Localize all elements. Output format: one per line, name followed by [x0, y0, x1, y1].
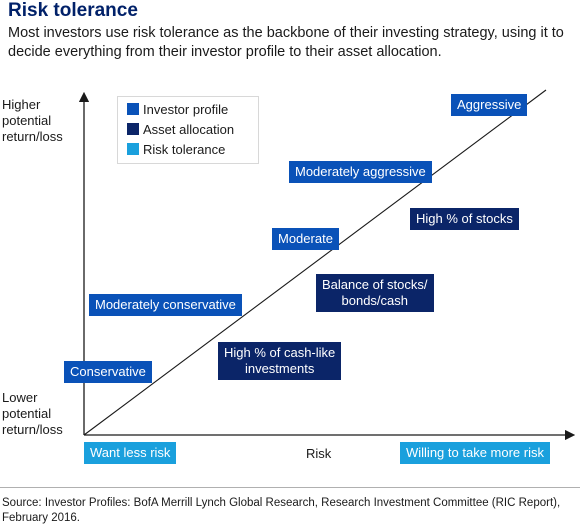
risk-want-less: Want less risk: [84, 442, 177, 464]
profile-aggressive: Aggressive: [451, 94, 528, 116]
allocation-high-stocks: High % of stocks: [410, 208, 519, 230]
profile-moderate: Moderate: [272, 228, 339, 250]
x-axis-label: Risk: [306, 446, 332, 461]
divider: [0, 487, 580, 488]
allocation-balance: Balance of stocks/ bonds/cash: [316, 274, 434, 312]
legend-item-asset-allocation: Asset allocation: [127, 122, 234, 138]
source-note: Source: Investor Profiles: BofA Merrill …: [2, 497, 561, 524]
risk-return-diagonal: [83, 89, 547, 436]
profile-moderately-aggressive: Moderately aggressive: [289, 161, 432, 183]
risk-willing-more: Willing to take more risk: [400, 442, 550, 464]
page-subtitle: Most investors use risk tolerance as the…: [8, 25, 564, 60]
y-axis-top-label: Higher potential return/loss: [2, 97, 63, 144]
profile-moderately-conservative: Moderately conservative: [89, 294, 242, 316]
profile-conservative: Conservative: [64, 361, 152, 383]
allocation-high-cash: High % of cash-like investments: [218, 342, 342, 380]
legend-swatch-investor-profile: [127, 103, 139, 115]
legend-item-investor-profile: Investor profile: [127, 102, 228, 118]
y-axis-bottom-label: Lower potential return/loss: [2, 390, 63, 437]
legend: Investor profile Asset allocation Risk t…: [117, 96, 259, 164]
legend-swatch-risk-tolerance: [127, 143, 139, 155]
page-title: Risk tolerance: [8, 0, 138, 21]
legend-item-risk-tolerance: Risk tolerance: [127, 142, 225, 158]
legend-swatch-asset-allocation: [127, 123, 139, 135]
